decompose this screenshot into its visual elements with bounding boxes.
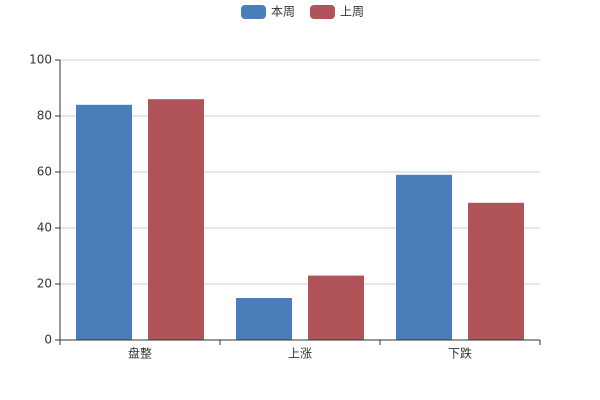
legend-label: 本周 — [271, 5, 295, 19]
y-tick-label: 60 — [37, 165, 52, 179]
bar — [236, 298, 292, 340]
bar — [308, 275, 364, 340]
x-tick-label: 盘整 — [128, 346, 152, 361]
y-tick-label: 100 — [29, 53, 52, 67]
bar — [76, 104, 132, 340]
x-tick-label: 下跌 — [448, 346, 472, 361]
legend-label: 上周 — [340, 5, 364, 19]
y-tick-label: 80 — [37, 109, 52, 123]
y-tick-label: 40 — [37, 221, 52, 235]
bar — [148, 99, 204, 340]
y-tick-label: 20 — [37, 277, 52, 291]
x-tick-label: 上涨 — [288, 346, 312, 361]
y-tick-label: 0 — [44, 333, 52, 347]
bar — [468, 202, 524, 340]
bar — [396, 174, 452, 340]
legend-swatch — [310, 5, 335, 19]
legend-swatch — [241, 5, 266, 19]
